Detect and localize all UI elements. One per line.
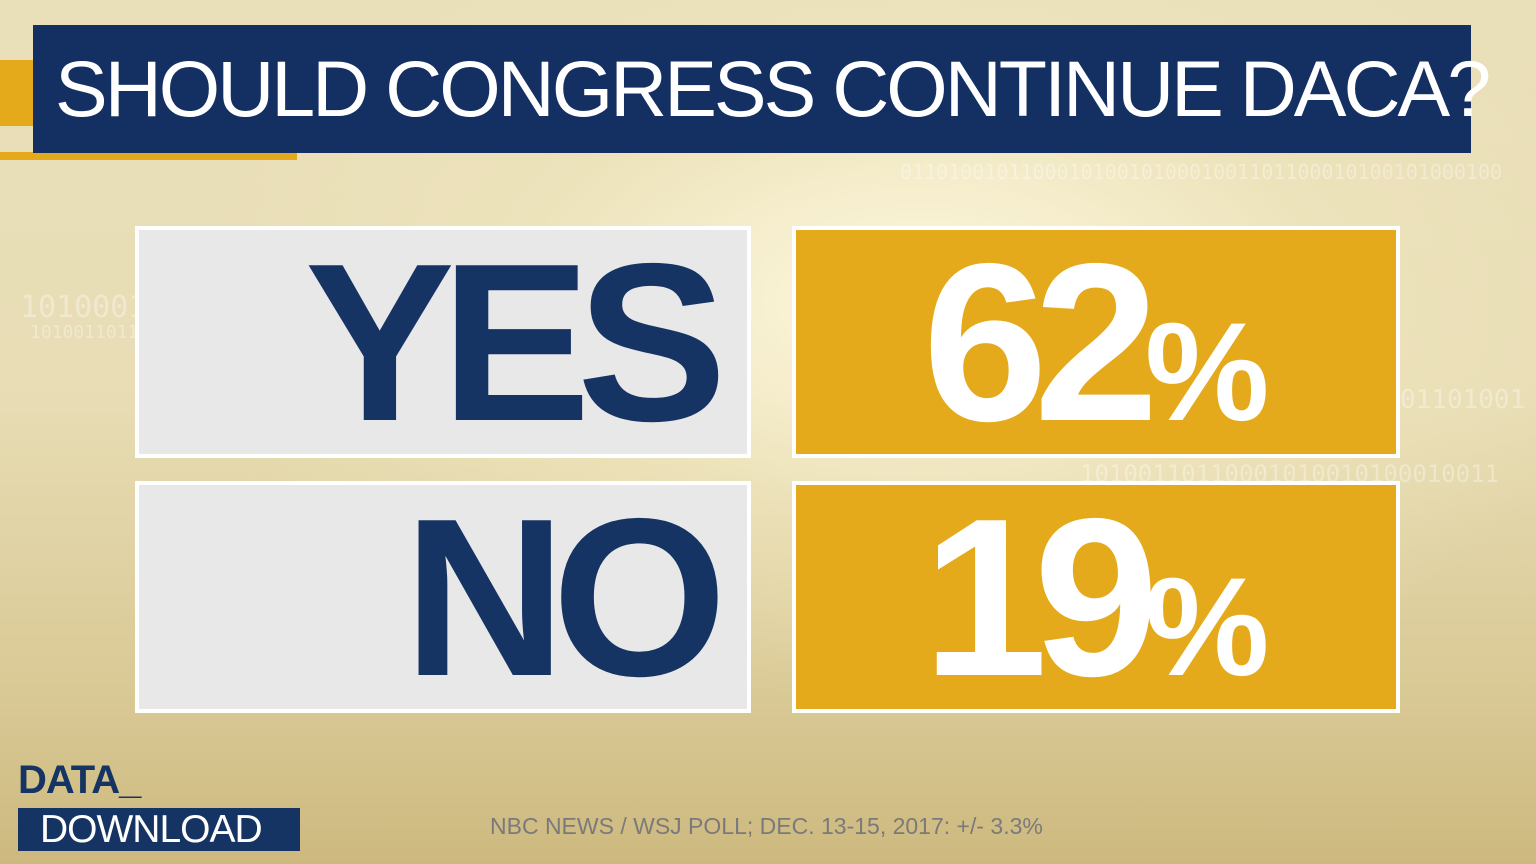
yes-value-box: 62% <box>792 226 1400 458</box>
background-pattern: 01101001 <box>1400 385 1526 415</box>
yes-label-box: YES <box>135 226 751 458</box>
no-value: 19% <box>923 485 1270 709</box>
source-note: NBC NEWS / WSJ POLL; DEC. 13-15, 2017: +… <box>490 813 1043 839</box>
no-value-number: 19 <box>922 481 1159 713</box>
title-bar: SHOULD CONGRESS CONTINUE DACA? <box>33 25 1491 153</box>
page-title: SHOULD CONGRESS CONTINUE DACA? <box>55 44 1491 133</box>
yes-value-unit: % <box>1144 292 1270 450</box>
no-label-box: NO <box>135 481 751 713</box>
background-pattern: 0110100101100010100101000100110110001010… <box>900 160 1503 184</box>
no-value-box: 19% <box>792 481 1400 713</box>
yes-value: 62% <box>923 230 1270 454</box>
yes-value-number: 62 <box>922 226 1159 458</box>
data-download-logo: DATA_ DOWNLOAD <box>18 760 300 851</box>
no-label: NO <box>403 481 727 713</box>
gold-accent <box>0 60 34 126</box>
gold-accent-underline <box>0 152 297 160</box>
logo-data-text: DATA_ <box>18 758 141 802</box>
yes-label: YES <box>304 226 727 458</box>
no-value-unit: % <box>1144 547 1270 705</box>
logo-download-text: DOWNLOAD <box>18 808 300 851</box>
